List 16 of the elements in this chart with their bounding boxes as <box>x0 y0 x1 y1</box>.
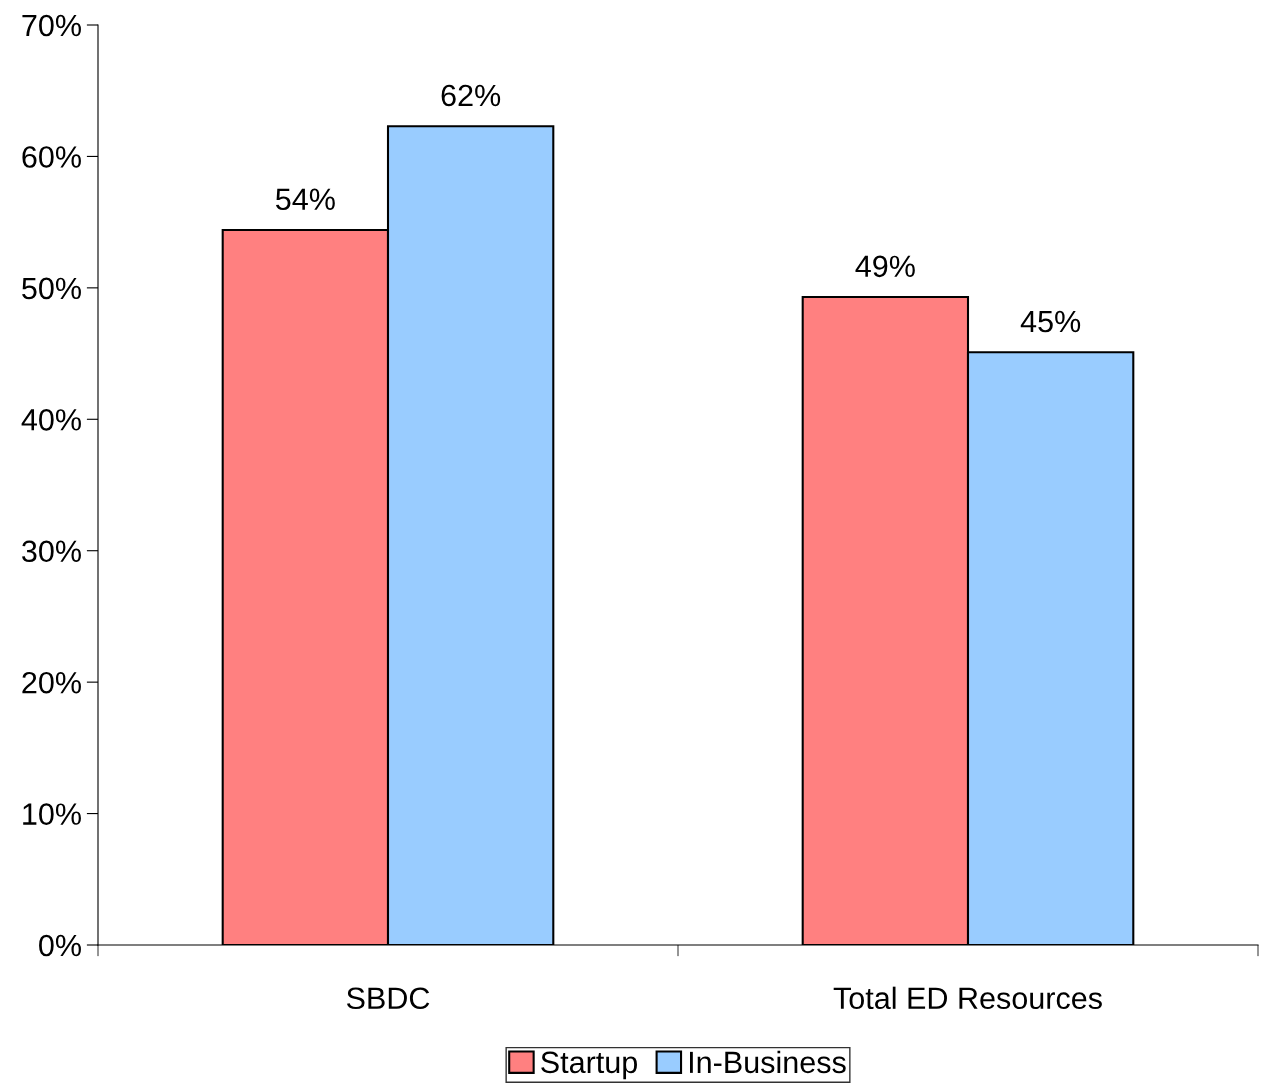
y-tick-label: 70% <box>22 14 81 37</box>
y-tick-label: 0% <box>39 934 81 957</box>
y-tick-label: 10% <box>23 803 81 825</box>
data-label: 45% <box>1020 310 1081 333</box>
data-label: 54% <box>276 188 335 211</box>
legend-label: In-Business <box>689 1050 846 1074</box>
x-tick-label: SBDC <box>346 987 430 1010</box>
y-tick-label: 50% <box>22 277 81 300</box>
legend-label: Startup <box>541 1051 637 1080</box>
y-tick-label: 40% <box>21 409 81 431</box>
y-tick-label: 30% <box>22 540 81 563</box>
y-tick-label: 60% <box>22 146 81 168</box>
x-tick-label: Total ED Resources <box>833 986 1102 1010</box>
y-tick-label: 20% <box>22 671 81 694</box>
data-label: 49% <box>855 255 915 278</box>
data-label: 62% <box>441 84 501 107</box>
